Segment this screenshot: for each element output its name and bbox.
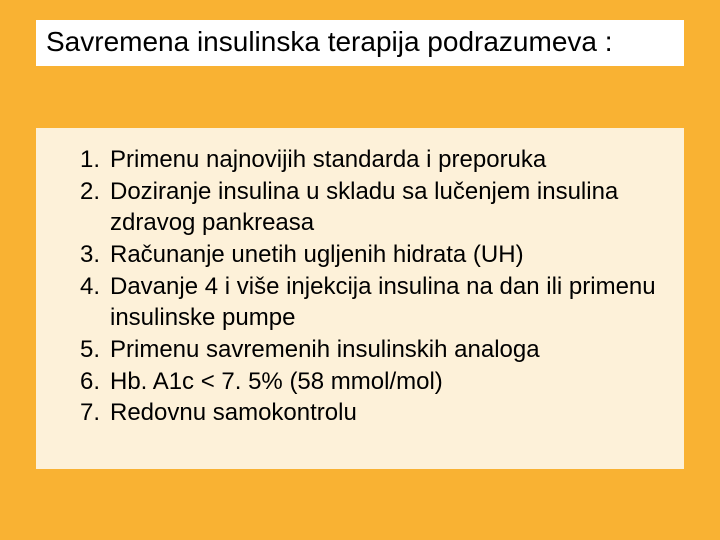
- title-box: Savremena insulinska terapija podrazumev…: [36, 20, 684, 66]
- slide: Savremena insulinska terapija podrazumev…: [0, 0, 720, 540]
- list-item: Računanje unetih ugljenih hidrata (UH): [56, 239, 664, 271]
- list-item: Doziranje insulina u skladu sa lučenjem …: [56, 176, 664, 239]
- slide-title: Savremena insulinska terapija podrazumev…: [46, 26, 674, 58]
- numbered-list: Primenu najnovijih standarda i preporuka…: [56, 144, 664, 429]
- list-item: Davanje 4 i više injekcija insulina na d…: [56, 271, 664, 334]
- list-item: Hb. A1c < 7. 5% (58 mmol/mol): [56, 366, 664, 398]
- list-item: Primenu najnovijih standarda i preporuka: [56, 144, 664, 176]
- body-box: Primenu najnovijih standarda i preporuka…: [36, 128, 684, 469]
- list-item: Primenu savremenih insulinskih analoga: [56, 334, 664, 366]
- list-item: Redovnu samokontrolu: [56, 397, 664, 429]
